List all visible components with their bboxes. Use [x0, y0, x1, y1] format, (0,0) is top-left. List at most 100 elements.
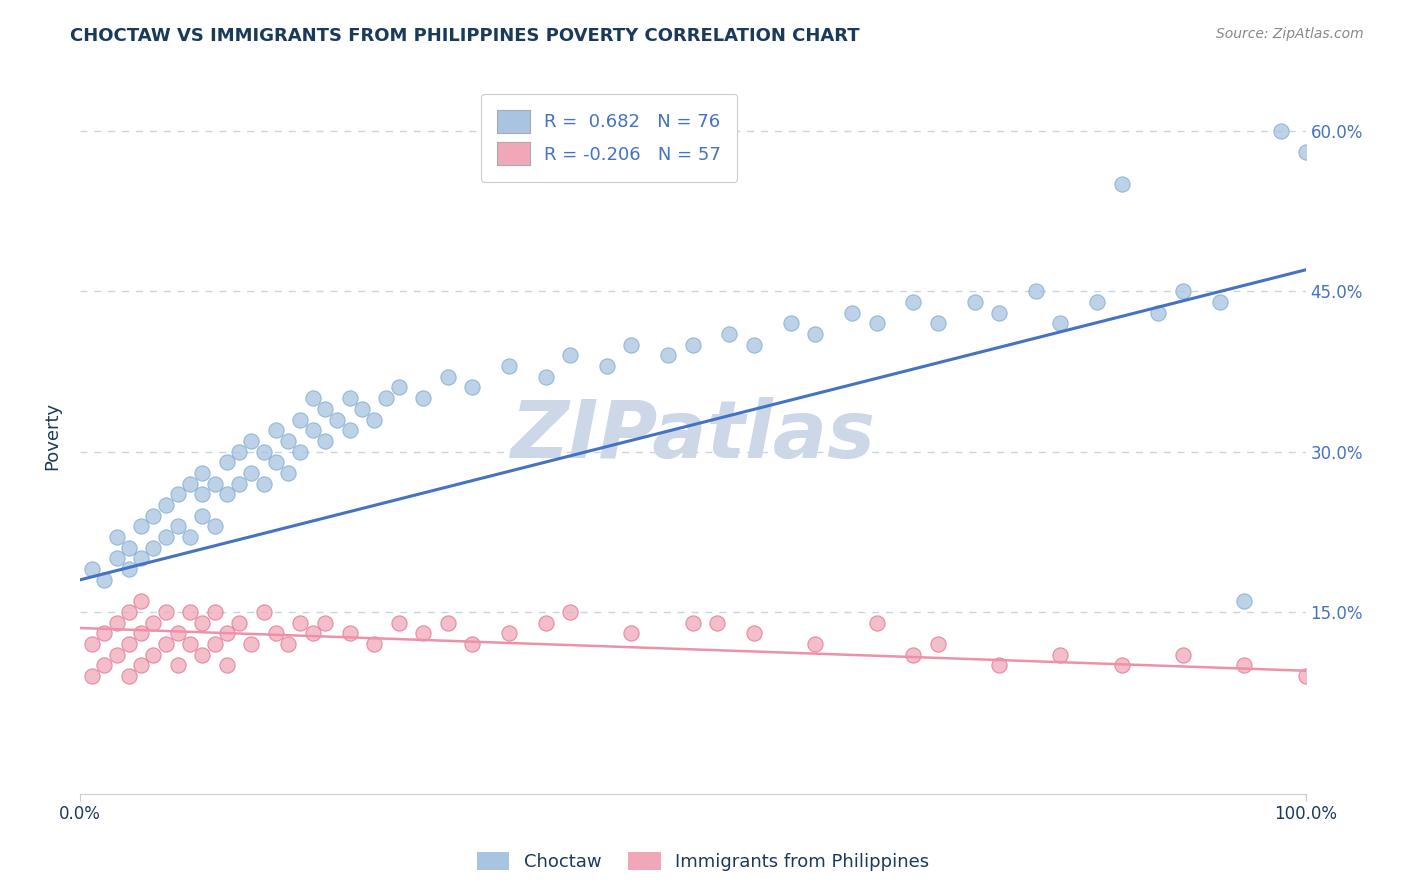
- Point: [191, 487, 214, 501]
- Point: [412, 626, 434, 640]
- Point: [988, 305, 1011, 319]
- Point: [963, 294, 986, 309]
- Point: [215, 658, 238, 673]
- Point: [534, 369, 557, 384]
- Point: [363, 637, 385, 651]
- Point: [301, 423, 323, 437]
- Point: [1209, 294, 1232, 309]
- Point: [264, 423, 287, 437]
- Point: [118, 605, 141, 619]
- Point: [1111, 658, 1133, 673]
- Point: [264, 455, 287, 469]
- Point: [215, 455, 238, 469]
- Point: [264, 626, 287, 640]
- Point: [375, 391, 398, 405]
- Point: [1085, 294, 1108, 309]
- Point: [215, 487, 238, 501]
- Point: [387, 380, 409, 394]
- Point: [339, 626, 361, 640]
- Point: [742, 626, 765, 640]
- Point: [290, 444, 312, 458]
- Point: [903, 648, 925, 662]
- Point: [1233, 658, 1256, 673]
- Point: [558, 605, 581, 619]
- Point: [742, 337, 765, 351]
- Point: [118, 541, 141, 555]
- Legend: R =  0.682   N = 76, R = -0.206   N = 57: R = 0.682 N = 76, R = -0.206 N = 57: [481, 94, 737, 182]
- Point: [167, 658, 190, 673]
- Point: [240, 466, 263, 480]
- Point: [804, 637, 827, 651]
- Point: [558, 348, 581, 362]
- Point: [1270, 124, 1292, 138]
- Point: [105, 530, 128, 544]
- Point: [682, 337, 704, 351]
- Point: [301, 391, 323, 405]
- Point: [179, 476, 201, 491]
- Point: [804, 326, 827, 341]
- Point: [167, 519, 190, 533]
- Point: [290, 615, 312, 630]
- Point: [1295, 145, 1317, 160]
- Text: ZIPatlas: ZIPatlas: [510, 397, 875, 475]
- Point: [865, 316, 887, 330]
- Point: [657, 348, 679, 362]
- Point: [93, 573, 115, 587]
- Point: [461, 380, 484, 394]
- Text: Source: ZipAtlas.com: Source: ZipAtlas.com: [1216, 27, 1364, 41]
- Point: [129, 658, 152, 673]
- Point: [179, 605, 201, 619]
- Point: [498, 626, 520, 640]
- Point: [155, 498, 177, 512]
- Point: [301, 626, 323, 640]
- Y-axis label: Poverty: Poverty: [44, 401, 60, 469]
- Point: [461, 637, 484, 651]
- Point: [706, 615, 728, 630]
- Point: [1171, 648, 1194, 662]
- Point: [118, 669, 141, 683]
- Point: [167, 626, 190, 640]
- Point: [596, 359, 619, 373]
- Point: [93, 626, 115, 640]
- Point: [387, 615, 409, 630]
- Point: [129, 626, 152, 640]
- Point: [988, 658, 1011, 673]
- Point: [412, 391, 434, 405]
- Point: [228, 444, 250, 458]
- Point: [927, 637, 949, 651]
- Point: [118, 562, 141, 576]
- Point: [228, 476, 250, 491]
- Point: [118, 637, 141, 651]
- Point: [363, 412, 385, 426]
- Point: [1111, 178, 1133, 192]
- Point: [93, 658, 115, 673]
- Point: [105, 615, 128, 630]
- Point: [129, 519, 152, 533]
- Point: [1147, 305, 1170, 319]
- Point: [718, 326, 741, 341]
- Point: [326, 412, 349, 426]
- Point: [277, 434, 299, 448]
- Point: [253, 605, 276, 619]
- Point: [841, 305, 863, 319]
- Point: [436, 615, 458, 630]
- Point: [191, 466, 214, 480]
- Point: [253, 444, 276, 458]
- Point: [1049, 316, 1071, 330]
- Point: [142, 541, 165, 555]
- Point: [620, 337, 643, 351]
- Point: [167, 487, 190, 501]
- Point: [204, 605, 226, 619]
- Point: [1295, 669, 1317, 683]
- Point: [142, 508, 165, 523]
- Point: [191, 508, 214, 523]
- Point: [191, 648, 214, 662]
- Point: [277, 466, 299, 480]
- Point: [779, 316, 801, 330]
- Point: [142, 615, 165, 630]
- Point: [1233, 594, 1256, 608]
- Text: CHOCTAW VS IMMIGRANTS FROM PHILIPPINES POVERTY CORRELATION CHART: CHOCTAW VS IMMIGRANTS FROM PHILIPPINES P…: [70, 27, 860, 45]
- Point: [82, 669, 104, 683]
- Point: [82, 562, 104, 576]
- Point: [436, 369, 458, 384]
